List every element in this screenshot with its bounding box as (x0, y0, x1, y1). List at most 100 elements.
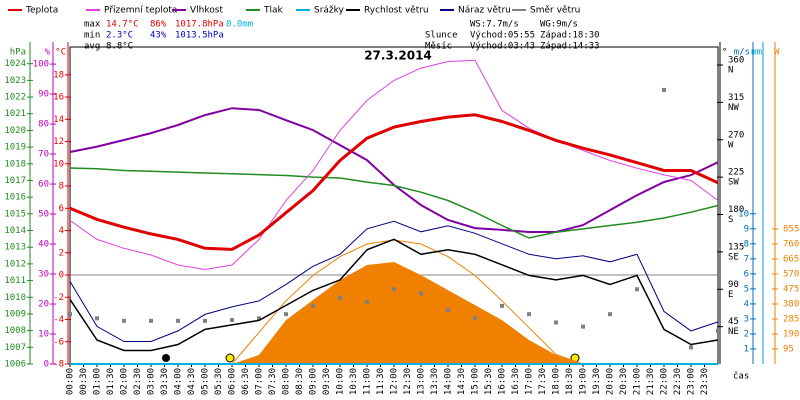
direction-dot (203, 318, 207, 323)
y-tick-label: 8 (59, 182, 64, 192)
y-tick-label: 14 (53, 115, 64, 125)
x-tick-label: 23:00 (687, 368, 697, 395)
direction-dot (554, 320, 558, 325)
x-tick-label: 17:30 (538, 368, 548, 395)
series-line (69, 167, 719, 239)
legend-label: Rychlost větru (364, 6, 429, 16)
stat: 1017.8hPa (175, 20, 224, 30)
y-tick-label: W (728, 140, 734, 150)
y-tick-label: 45 (728, 317, 739, 327)
x-tick-label: 19:30 (592, 368, 602, 395)
series-line (69, 238, 719, 352)
x-tick-label: 12:30 (403, 368, 413, 395)
y-tick-label: 3 (744, 314, 749, 324)
x-tick-label: 05:00 (201, 368, 211, 395)
direction-dot (122, 318, 126, 323)
stat: WG:9m/s (540, 20, 578, 30)
x-tick-label: 05:30 (214, 368, 224, 395)
direction-dot (716, 328, 720, 333)
y-tick-label: 7 (744, 254, 749, 264)
direction-dot (230, 317, 234, 322)
direction-dot (581, 324, 585, 329)
y-tick-label: 10 (38, 330, 49, 340)
sunrise (225, 353, 235, 363)
y-tick-label: 1021 (4, 109, 26, 119)
series-line (69, 113, 719, 251)
x-tick-label: 03:30 (160, 368, 170, 395)
x-tick-label: 09:30 (322, 368, 332, 395)
y-tick-label: N (728, 66, 733, 76)
stat: WS:7.7m/s (470, 20, 519, 30)
legend-label: Směr větru (530, 6, 580, 16)
stat: 14.7°C (106, 20, 139, 30)
y-tick-label: 2 (59, 248, 64, 258)
y-tick-label: 360 (728, 56, 744, 66)
stat: Západ:18:30 (540, 31, 600, 41)
x-tick-label: 15:00 (471, 368, 481, 395)
x-tick-label: 02:00 (120, 368, 130, 395)
y-tick-label: 1007 (4, 343, 26, 353)
y-tick-label: SW (728, 178, 739, 188)
x-tick-label: 01:00 (93, 368, 103, 395)
axis-unit: °C (55, 48, 66, 58)
stat: Východ:05:55 (470, 31, 535, 41)
direction-dot (176, 318, 180, 323)
x-tick-label: 13:00 (417, 368, 427, 395)
x-tick-label: 07:30 (268, 368, 278, 395)
legend-label: Teplota (25, 6, 58, 16)
y-tick-label: 6 (744, 269, 749, 279)
y-tick-label: 18 (53, 70, 64, 80)
x-tick-label: 08:30 (295, 368, 305, 395)
y-tick-label: 4 (744, 299, 749, 309)
y-tick-label: 1014 (4, 226, 26, 236)
x-tick-label: 12:00 (390, 368, 400, 395)
direction-dot (662, 87, 666, 92)
direction-dot (500, 303, 504, 308)
x-axis-label: čas (733, 371, 749, 382)
y-tick-label: 180 (728, 205, 744, 215)
x-tick-label: 18:00 (552, 368, 562, 395)
direction-dot (284, 312, 288, 317)
y-tick-label: 100 (33, 60, 49, 70)
direction-dot (527, 312, 531, 317)
direction-dot (635, 287, 639, 292)
x-tick-label: 22:00 (660, 368, 670, 395)
y-tick-label: -4 (53, 315, 64, 325)
stat: 86% (150, 20, 167, 30)
y-tick-label: 20 (38, 300, 49, 310)
y-tick-label: 30 (38, 270, 49, 280)
x-tick-label: 20:00 (606, 368, 616, 395)
x-tick-label: 00:00 (66, 368, 76, 395)
x-tick-label: 21:30 (646, 368, 656, 395)
axis-unit: ° (722, 48, 727, 58)
x-tick-label: 18:30 (565, 368, 575, 395)
x-tick-label: 02:30 (133, 368, 143, 395)
x-tick-label: 23:30 (700, 368, 710, 395)
axis-unit: m/s (734, 48, 750, 58)
y-tick-label: S (728, 215, 733, 225)
x-tick-label: 04:30 (187, 368, 197, 395)
y-tick-label: SE (728, 252, 739, 262)
y-tick-label: 1008 (4, 326, 26, 336)
x-tick-label: 11:00 (363, 368, 373, 395)
y-tick-label: 1013 (4, 243, 26, 253)
legend-label: Náraz větru (458, 6, 511, 16)
chart-title: 27.3.2014 (364, 49, 432, 63)
legend-label: Přízemní teplota (104, 6, 177, 16)
x-tick-label: 09:00 (309, 368, 319, 395)
stat: Slunce (425, 31, 458, 41)
direction-dot (419, 291, 423, 296)
y-tick-label: 70 (38, 150, 49, 160)
y-tick-label: 1015 (4, 209, 26, 219)
legend-label: Tlak (263, 6, 284, 16)
direction-dot (608, 312, 612, 317)
x-tick-label: 15:30 (484, 368, 494, 395)
direction-dot (473, 316, 477, 321)
y-tick-label: 1017 (4, 176, 26, 186)
y-tick-label: 285 (783, 314, 799, 324)
stat: 0.0mm (226, 20, 253, 30)
x-tick-label: 06:00 (228, 368, 238, 395)
y-tick-label: 135 (728, 242, 744, 252)
direction-dot (338, 295, 342, 300)
y-tick-label: 2 (744, 329, 749, 339)
